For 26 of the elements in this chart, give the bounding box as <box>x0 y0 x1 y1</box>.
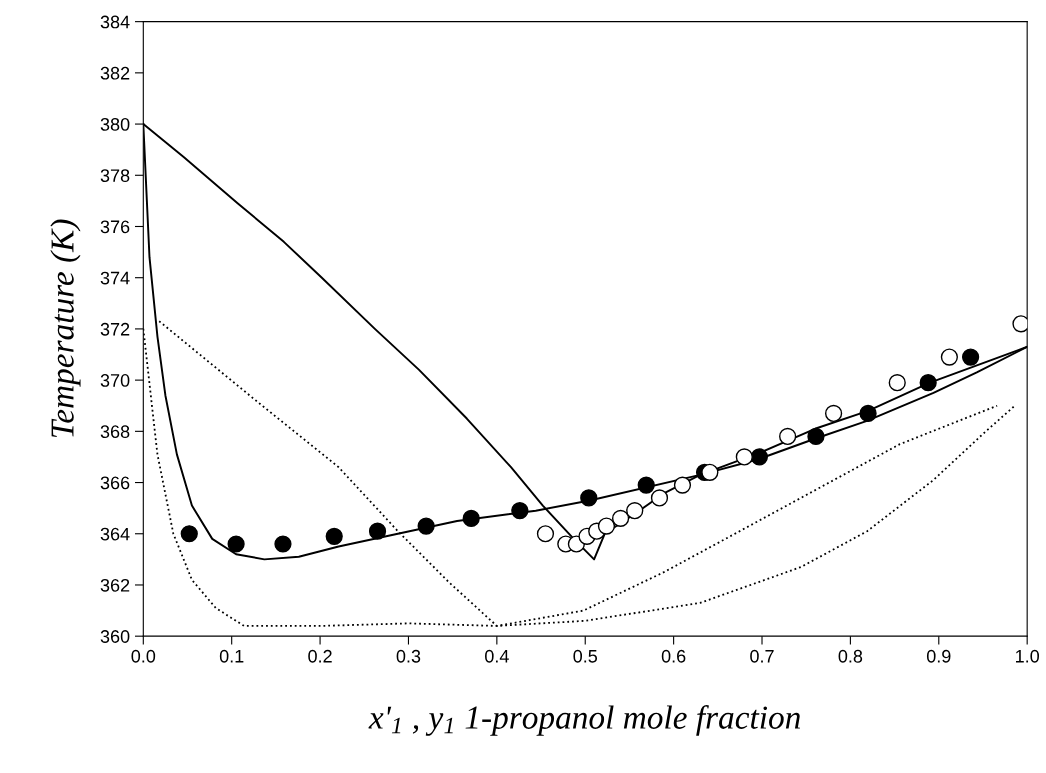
y-tick-label: 374 <box>100 271 130 285</box>
x-tick-label: 0.5 <box>573 649 598 663</box>
x-tick-label: 0.6 <box>661 649 686 663</box>
y-tick-label: 370 <box>100 374 130 387</box>
y-tick-label: 360 <box>100 630 130 643</box>
y-tick-label: 372 <box>100 322 130 336</box>
y-tick-label: 364 <box>100 527 130 541</box>
x-tick-label: 0.0 <box>131 649 156 663</box>
y-tick-label: 368 <box>100 425 130 439</box>
x-tick-label: 0.9 <box>926 649 951 663</box>
x-tick-label: 1.0 <box>1016 649 1040 663</box>
y-axis-title: Temperature (K) <box>50 219 81 438</box>
x-tick-label: 0.4 <box>485 649 509 663</box>
x-axis-title: x'$_{1}$ , y$_{1}$ 1-propanol mole fraction <box>368 705 800 736</box>
y-tick-label: 376 <box>100 220 130 234</box>
y-tick-label: 378 <box>100 169 130 182</box>
y-tick-label: 380 <box>100 118 130 131</box>
y-tick-label: 366 <box>100 476 130 490</box>
x-tick-label: 0.2 <box>308 649 332 663</box>
x-tick-label: 0.7 <box>750 649 774 663</box>
x-tick-label: 0.1 <box>219 649 244 663</box>
x-tick-label: 0.8 <box>838 649 863 663</box>
y-tick-label: 382 <box>100 66 130 80</box>
y-tick-label: 384 <box>100 15 130 29</box>
x-tick-label: 0.3 <box>396 649 421 663</box>
y-tick-label: 362 <box>100 578 130 592</box>
